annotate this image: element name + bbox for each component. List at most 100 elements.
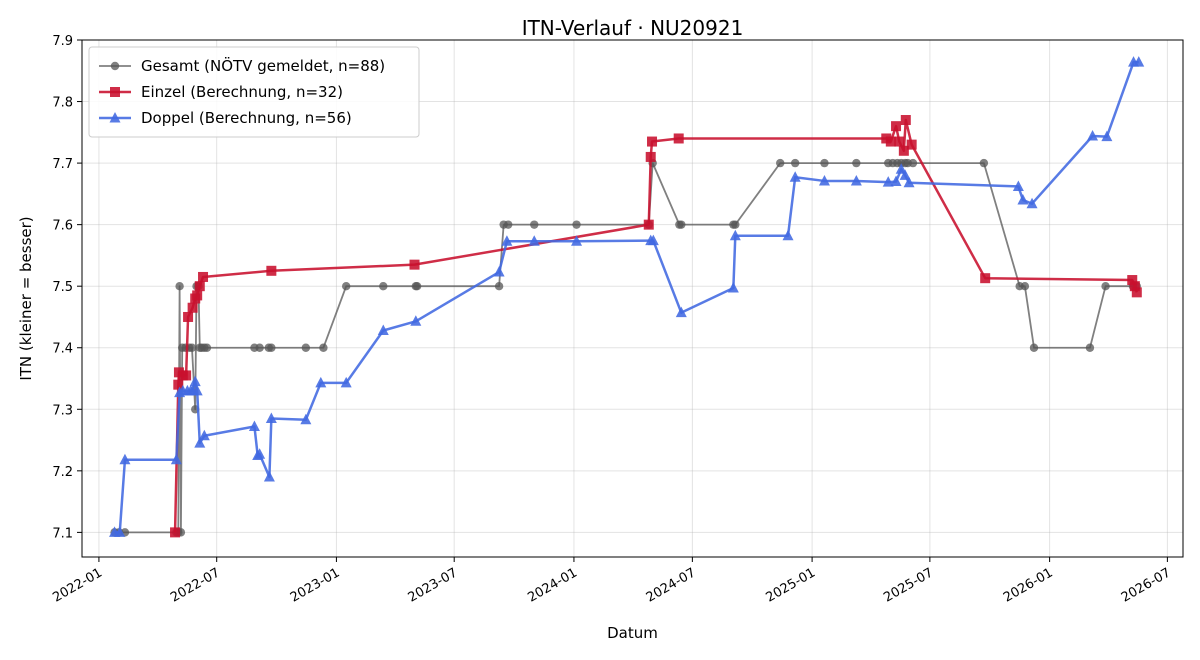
einzel-point	[409, 259, 420, 270]
gesamt-point	[908, 158, 918, 168]
einzel-point	[900, 115, 911, 126]
doppel-point	[189, 375, 201, 387]
gesamt-point	[790, 158, 800, 168]
doppel-point	[782, 229, 794, 241]
y-tick-label: 7.4	[52, 342, 73, 357]
doppel-point	[899, 169, 911, 180]
einzel-point	[192, 290, 203, 301]
gesamt-point	[572, 220, 581, 229]
einzel-point	[194, 281, 205, 292]
doppel-point	[528, 235, 540, 246]
gesamt-point	[1101, 281, 1110, 291]
gesamt-point	[677, 220, 686, 229]
doppel-point	[265, 412, 277, 424]
doppel-point	[114, 526, 126, 537]
gesamt-point	[494, 281, 504, 291]
doppel-point	[119, 453, 131, 465]
gesamt-legend-label: Gesamt (NÖTV gemeldet, n=88)	[141, 56, 385, 75]
y-tick-label: 7.7	[52, 157, 73, 172]
einzel-point	[183, 311, 194, 322]
einzel-point	[198, 271, 209, 282]
einzel-series	[170, 115, 1142, 538]
gesamt-legend-marker	[110, 61, 120, 71]
doppel-point	[1087, 130, 1099, 141]
y-tick-label: 7.5	[52, 280, 73, 295]
einzel-point	[980, 273, 991, 284]
doppel-point	[194, 437, 206, 448]
doppel-point	[1101, 130, 1113, 142]
gesamt-point	[979, 158, 989, 168]
einzel-legend-marker	[110, 87, 120, 97]
einzel-point	[266, 265, 277, 276]
gesamt-point	[820, 158, 829, 168]
doppel-point	[315, 376, 327, 388]
doppel-point	[903, 176, 915, 188]
doppel-point	[729, 229, 741, 241]
doppel-legend-label: Doppel (Berechnung, n=56)	[141, 109, 352, 127]
einzel-point	[181, 370, 192, 381]
doppel-series	[109, 56, 1145, 537]
einzel-line	[173, 118, 1138, 533]
legend-box	[88, 46, 420, 138]
doppel-point	[1133, 56, 1145, 67]
y-tick-label: 7.1	[52, 526, 73, 541]
doppel-point	[675, 306, 687, 318]
doppel-point	[248, 420, 260, 432]
einzel-point	[673, 133, 684, 144]
doppel-point	[818, 174, 830, 186]
y-tick-label: 7.8	[52, 96, 73, 111]
doppel-point	[882, 176, 894, 187]
einzel-point	[643, 219, 654, 230]
y-tick-label: 7.3	[52, 403, 73, 418]
y-axis-title: ITN (kleiner = besser)	[17, 216, 35, 380]
doppel-point	[263, 470, 275, 482]
doppel-point	[850, 174, 862, 186]
chart-title: ITN-Verlauf · NU20921	[522, 16, 744, 40]
gesamt-point	[412, 281, 422, 291]
gesamt-point	[504, 220, 513, 229]
gesamt-point	[267, 343, 276, 352]
gesamt-point	[530, 220, 539, 229]
doppel-point	[501, 235, 513, 246]
legend: Gesamt (NÖTV gemeldet, n=88) Einzel (Bere…	[88, 46, 420, 138]
doppel-point	[890, 175, 902, 187]
gesamt-point	[379, 281, 388, 291]
gesamt-point	[731, 220, 740, 229]
doppel-point	[727, 282, 739, 293]
gesamt-point	[1085, 343, 1095, 352]
gesamt-point	[301, 343, 311, 352]
doppel-point	[191, 384, 203, 396]
gesamt-point	[341, 281, 351, 291]
doppel-point	[895, 163, 907, 174]
einzel-point	[187, 302, 198, 313]
einzel-point	[645, 151, 656, 162]
doppel-point	[789, 171, 801, 182]
doppel-legend-marker	[109, 112, 121, 123]
doppel-point	[340, 376, 352, 388]
doppel-point	[1012, 180, 1024, 191]
einzel-point	[885, 136, 896, 147]
einzel-point	[906, 139, 917, 150]
doppel-point	[493, 266, 505, 277]
gesamt-point	[852, 158, 861, 168]
doppel-point	[410, 315, 422, 326]
gesamt-point	[202, 343, 212, 352]
einzel-point	[894, 136, 905, 147]
doppel-point	[1017, 194, 1029, 205]
doppel-point	[198, 429, 210, 441]
einzel-point	[1127, 275, 1138, 286]
gesamt-point	[255, 343, 264, 352]
gesamt-point	[319, 343, 328, 352]
series-layer	[109, 56, 1145, 538]
einzel-point	[170, 527, 181, 538]
gesamt-point	[187, 343, 197, 352]
doppel-point	[571, 235, 583, 246]
einzel-point	[898, 145, 909, 156]
y-tick-label: 7.6	[52, 219, 73, 234]
doppel-point	[300, 413, 312, 425]
doppel-point	[1026, 197, 1038, 209]
einzel-legend-label: Einzel (Berechnung, n=32)	[141, 83, 343, 101]
doppel-point	[170, 453, 182, 465]
einzel-point	[647, 136, 658, 147]
